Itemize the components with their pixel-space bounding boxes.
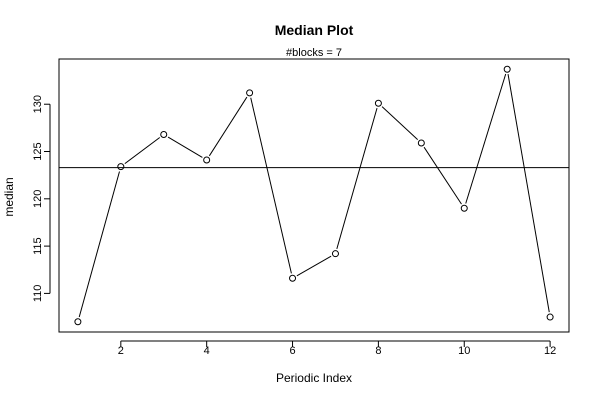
series-layer	[74, 65, 554, 326]
series-line-segment	[78, 171, 120, 318]
plot-frame	[58, 58, 570, 333]
x-axis-label: Periodic Index	[276, 371, 352, 385]
x-tick-label: 10	[458, 345, 470, 357]
y-tick-label: 130	[32, 95, 44, 113]
y-axis: 110 115 120 125 130	[32, 95, 51, 303]
series-line-segment	[167, 136, 203, 158]
chart-title: Median Plot	[275, 22, 354, 38]
series-line-segment	[124, 137, 161, 165]
data-point	[246, 89, 254, 97]
data-point	[374, 99, 382, 107]
series-line-segment	[296, 255, 332, 277]
y-tick-label: 115	[32, 237, 44, 255]
y-tick-label: 110	[32, 285, 44, 303]
y-tick-label: 120	[32, 190, 44, 208]
data-point	[546, 313, 554, 321]
y-axis-label: median	[2, 177, 16, 216]
series-line-segment	[250, 97, 292, 274]
x-axis: 2 4 6 8 10 12	[118, 340, 556, 357]
x-tick-label: 6	[289, 345, 295, 357]
data-point	[417, 139, 425, 147]
series-line-segment	[507, 74, 550, 313]
data-point	[289, 274, 297, 282]
data-point	[160, 130, 168, 138]
series-line-segment	[208, 96, 248, 157]
chart-subtitle: #blocks = 7	[286, 47, 342, 59]
data-point	[203, 156, 211, 164]
x-tick-label: 4	[204, 345, 210, 357]
series-line-segment	[336, 107, 378, 250]
series-line-segment	[465, 73, 507, 204]
x-tick-label: 12	[544, 345, 556, 357]
data-point	[117, 163, 125, 171]
data-point	[331, 250, 339, 258]
series-line-segment	[381, 106, 418, 140]
x-tick-label: 2	[118, 345, 124, 357]
data-point	[460, 204, 468, 212]
data-point	[74, 318, 82, 326]
series-line-segment	[423, 146, 462, 205]
y-tick-label: 125	[32, 142, 44, 160]
x-tick-label: 8	[375, 345, 381, 357]
data-point	[503, 65, 511, 73]
